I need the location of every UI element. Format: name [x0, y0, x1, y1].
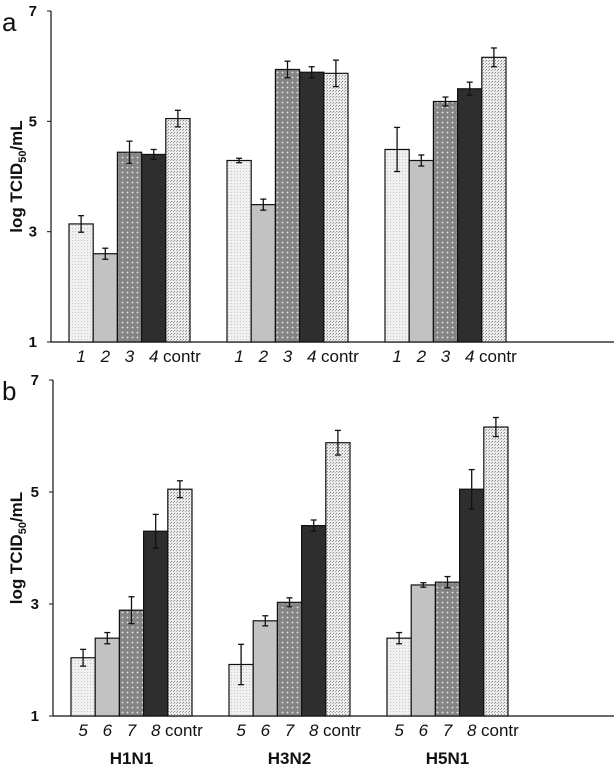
- x-tick-label: 7: [443, 721, 453, 740]
- x-tick-label: contr: [479, 347, 517, 366]
- x-tick-label: 3: [125, 347, 135, 366]
- y-tick-label: 1: [31, 708, 39, 725]
- bar-H3N2-2: [250, 204, 276, 343]
- y-tick-label: 5: [29, 113, 37, 130]
- bar-H3N2-3: [274, 68, 301, 343]
- bar-H3N2-6: [252, 620, 278, 717]
- group-label: H1N1: [110, 749, 153, 765]
- bar-H1N1-3: [116, 151, 143, 343]
- x-tick-label: contr: [165, 721, 203, 740]
- y-axis-label-subscript: 50: [17, 522, 29, 534]
- bar-H5N1-contr: [481, 56, 507, 343]
- x-tick-label: 2: [100, 347, 111, 366]
- y-tick-label: 3: [31, 596, 39, 613]
- x-tick-label: 6: [419, 721, 429, 740]
- x-tick-label: 7: [127, 721, 137, 740]
- x-tick-label: 1: [76, 347, 85, 366]
- bar-H1N1-4: [141, 153, 167, 343]
- y-axis-label-part: /mL: [7, 120, 26, 150]
- bar-H3N2-contr: [325, 442, 351, 717]
- bar-H3N2-7: [276, 601, 303, 717]
- group-label: H3N2: [268, 749, 311, 765]
- x-tick-label: 2: [258, 347, 269, 366]
- bar-H1N1-2: [92, 253, 118, 343]
- x-tick-label: 8: [467, 721, 477, 740]
- x-tick-label: 5: [78, 721, 88, 740]
- y-axis-label: log TCID50/mL: [7, 120, 29, 232]
- x-tick-label: 2: [416, 347, 427, 366]
- x-tick-label: 8: [309, 721, 319, 740]
- x-tick-label: 5: [236, 721, 246, 740]
- bar-H5N1-2: [408, 159, 435, 343]
- bar-H5N1-6: [410, 584, 437, 717]
- x-tick-label: 6: [103, 721, 113, 740]
- x-tick-label: 5: [394, 721, 404, 740]
- x-tick-label: contr: [481, 721, 519, 740]
- y-tick-label: 7: [29, 3, 37, 20]
- bar-H3N2-4: [299, 71, 325, 343]
- x-tick-label: 4: [149, 347, 158, 366]
- bar-H5N1-5: [386, 637, 412, 717]
- bar-H3N2-8: [301, 524, 327, 717]
- bar-H1N1-contr: [167, 488, 193, 717]
- x-tick-label: contr: [163, 347, 201, 366]
- bar-H1N1-8: [143, 530, 169, 717]
- bar-H5N1-7: [434, 581, 461, 717]
- bar-H3N2-1: [226, 159, 252, 343]
- x-tick-label: contr: [321, 347, 359, 366]
- bar-H1N1-1: [68, 223, 94, 343]
- x-tick-label: 7: [285, 721, 295, 740]
- x-tick-label: 4: [465, 347, 474, 366]
- y-axis-label: log TCID50/mL: [7, 492, 29, 604]
- bar-H1N1-7: [118, 609, 145, 717]
- x-tick-label: 8: [151, 721, 161, 740]
- bar-H5N1-8: [459, 488, 485, 717]
- bar-H5N1-4: [457, 88, 483, 343]
- bar-H1N1-contr: [165, 117, 191, 343]
- bar-H5N1-contr: [483, 426, 509, 717]
- y-tick-label: 5: [31, 484, 39, 501]
- y-axis-label-subscript: 50: [17, 151, 29, 163]
- y-tick-label: 1: [29, 334, 37, 351]
- y-axis-label-part: log TCID: [7, 534, 26, 604]
- x-tick-label: 6: [261, 721, 271, 740]
- bar-H5N1-3: [432, 100, 459, 343]
- x-tick-label: 1: [392, 347, 401, 366]
- y-axis-label-part: /mL: [7, 492, 26, 522]
- bar-H3N2-contr: [323, 72, 349, 343]
- bar-H5N1-1: [384, 148, 410, 343]
- y-axis-label-part: log TCID: [7, 163, 26, 233]
- x-tick-label: 4: [307, 347, 316, 366]
- group-label: H5N1: [426, 749, 469, 765]
- x-tick-label: 1: [234, 347, 243, 366]
- x-tick-label: 3: [441, 347, 451, 366]
- bar-H1N1-6: [94, 637, 120, 717]
- x-tick-label: contr: [323, 721, 361, 740]
- y-tick-label: 7: [31, 372, 39, 389]
- bar-H1N1-5: [70, 657, 96, 717]
- y-tick-label: 3: [29, 224, 37, 241]
- x-tick-label: 3: [283, 347, 293, 366]
- panel-label: b: [2, 376, 16, 406]
- panel-label: a: [2, 7, 17, 37]
